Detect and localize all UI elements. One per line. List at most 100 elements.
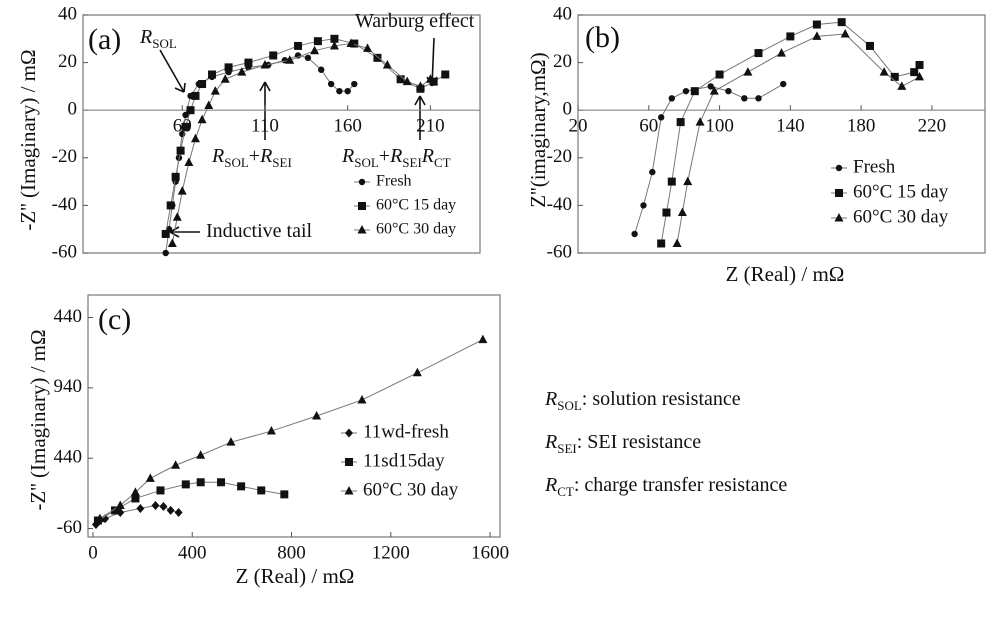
arrow xyxy=(159,49,186,93)
y-axis-label: -Z'' (Imaginary) / mΩ xyxy=(26,329,50,510)
marker xyxy=(184,157,194,167)
marker xyxy=(812,20,821,29)
y-tick-label: 940 xyxy=(54,376,83,397)
text-part: R xyxy=(421,145,434,167)
x-tick-label: 140 xyxy=(776,116,805,137)
marker xyxy=(145,473,155,482)
y-tick-label: 440 xyxy=(54,447,83,468)
marker xyxy=(156,486,165,495)
marker xyxy=(244,58,253,67)
marker xyxy=(166,505,175,515)
marker xyxy=(310,45,320,55)
x-tick-label: 180 xyxy=(847,116,876,137)
text-part: + xyxy=(379,145,390,167)
text-part: : solution resistance xyxy=(582,388,741,410)
x-tick-label: 100 xyxy=(705,116,734,137)
marker xyxy=(897,81,907,90)
marker xyxy=(294,52,302,59)
y-tick-label: 0 xyxy=(68,99,78,120)
marker xyxy=(167,238,177,247)
x-tick-label: 20 xyxy=(569,116,588,137)
marker xyxy=(151,500,160,510)
marker xyxy=(657,114,665,121)
text-part: SOL xyxy=(152,36,177,51)
marker xyxy=(351,80,358,88)
marker xyxy=(683,176,693,186)
plot-frame xyxy=(82,14,481,254)
marker xyxy=(382,59,392,69)
marker xyxy=(171,460,181,469)
marker xyxy=(186,106,195,115)
marker xyxy=(657,239,666,248)
legend-marker xyxy=(835,189,843,197)
definition: RSEI: SEI resistance xyxy=(544,431,701,457)
marker xyxy=(196,450,206,459)
marker xyxy=(478,334,488,344)
marker xyxy=(181,480,190,489)
marker xyxy=(754,49,763,58)
legend-marker xyxy=(358,202,366,210)
definition: RSOL: solution resistance xyxy=(544,388,741,414)
marker xyxy=(357,394,367,404)
annotation: Warburg effect xyxy=(355,10,475,32)
series-line xyxy=(171,43,431,244)
marker xyxy=(166,201,175,210)
marker xyxy=(285,55,295,64)
text-part: Inductive tail xyxy=(206,220,313,242)
marker xyxy=(237,482,246,491)
marker xyxy=(415,81,425,90)
panel-label: (a) xyxy=(88,23,121,56)
marker xyxy=(190,133,200,143)
annotation: RSOL+RSEIRCT xyxy=(341,145,451,171)
y-tick-label: 20 xyxy=(553,51,572,72)
y-axis-label: Z''(imaginary,mΩ) xyxy=(526,52,550,207)
x-axis-label: Z (Real) / mΩ xyxy=(726,262,845,286)
text-part: + xyxy=(249,145,260,167)
marker xyxy=(304,54,312,62)
text-part: R xyxy=(389,145,402,167)
y-tick-label: 40 xyxy=(553,3,572,24)
y-tick-label: -60 xyxy=(547,241,572,262)
marker xyxy=(318,66,325,73)
marker xyxy=(879,67,889,76)
marker xyxy=(210,86,220,95)
marker xyxy=(715,70,724,79)
marker xyxy=(915,71,925,81)
x-tick-label: 1600 xyxy=(471,542,509,563)
marker xyxy=(441,70,450,79)
marker xyxy=(220,74,230,83)
marker xyxy=(755,95,762,102)
x-tick-label: 800 xyxy=(277,542,306,563)
legend-marker xyxy=(345,458,353,466)
text-part: SEI xyxy=(557,441,577,456)
marker xyxy=(217,478,226,487)
marker xyxy=(197,114,207,124)
marker xyxy=(672,238,682,247)
marker xyxy=(640,202,647,209)
marker xyxy=(412,367,422,377)
y-tick-label: -40 xyxy=(547,194,572,215)
marker xyxy=(237,67,247,76)
marker xyxy=(111,506,120,515)
marker xyxy=(330,34,339,43)
panel-label: (c) xyxy=(98,303,131,336)
marker xyxy=(695,117,705,126)
legend-marker xyxy=(834,213,844,222)
marker xyxy=(344,87,351,95)
marker xyxy=(329,40,339,50)
marker xyxy=(725,87,732,95)
legend-marker xyxy=(358,178,366,186)
text-part: R xyxy=(544,388,557,410)
text-part: : charge transfer resistance xyxy=(574,474,788,496)
series-line xyxy=(97,481,285,521)
marker xyxy=(224,63,233,72)
marker xyxy=(373,53,382,62)
marker xyxy=(204,100,214,109)
series-line xyxy=(634,83,784,235)
marker xyxy=(312,411,322,420)
definition: RCT: charge transfer resistance xyxy=(544,474,787,500)
legend-marker xyxy=(345,428,353,438)
marker xyxy=(910,68,919,77)
marker xyxy=(266,426,276,435)
